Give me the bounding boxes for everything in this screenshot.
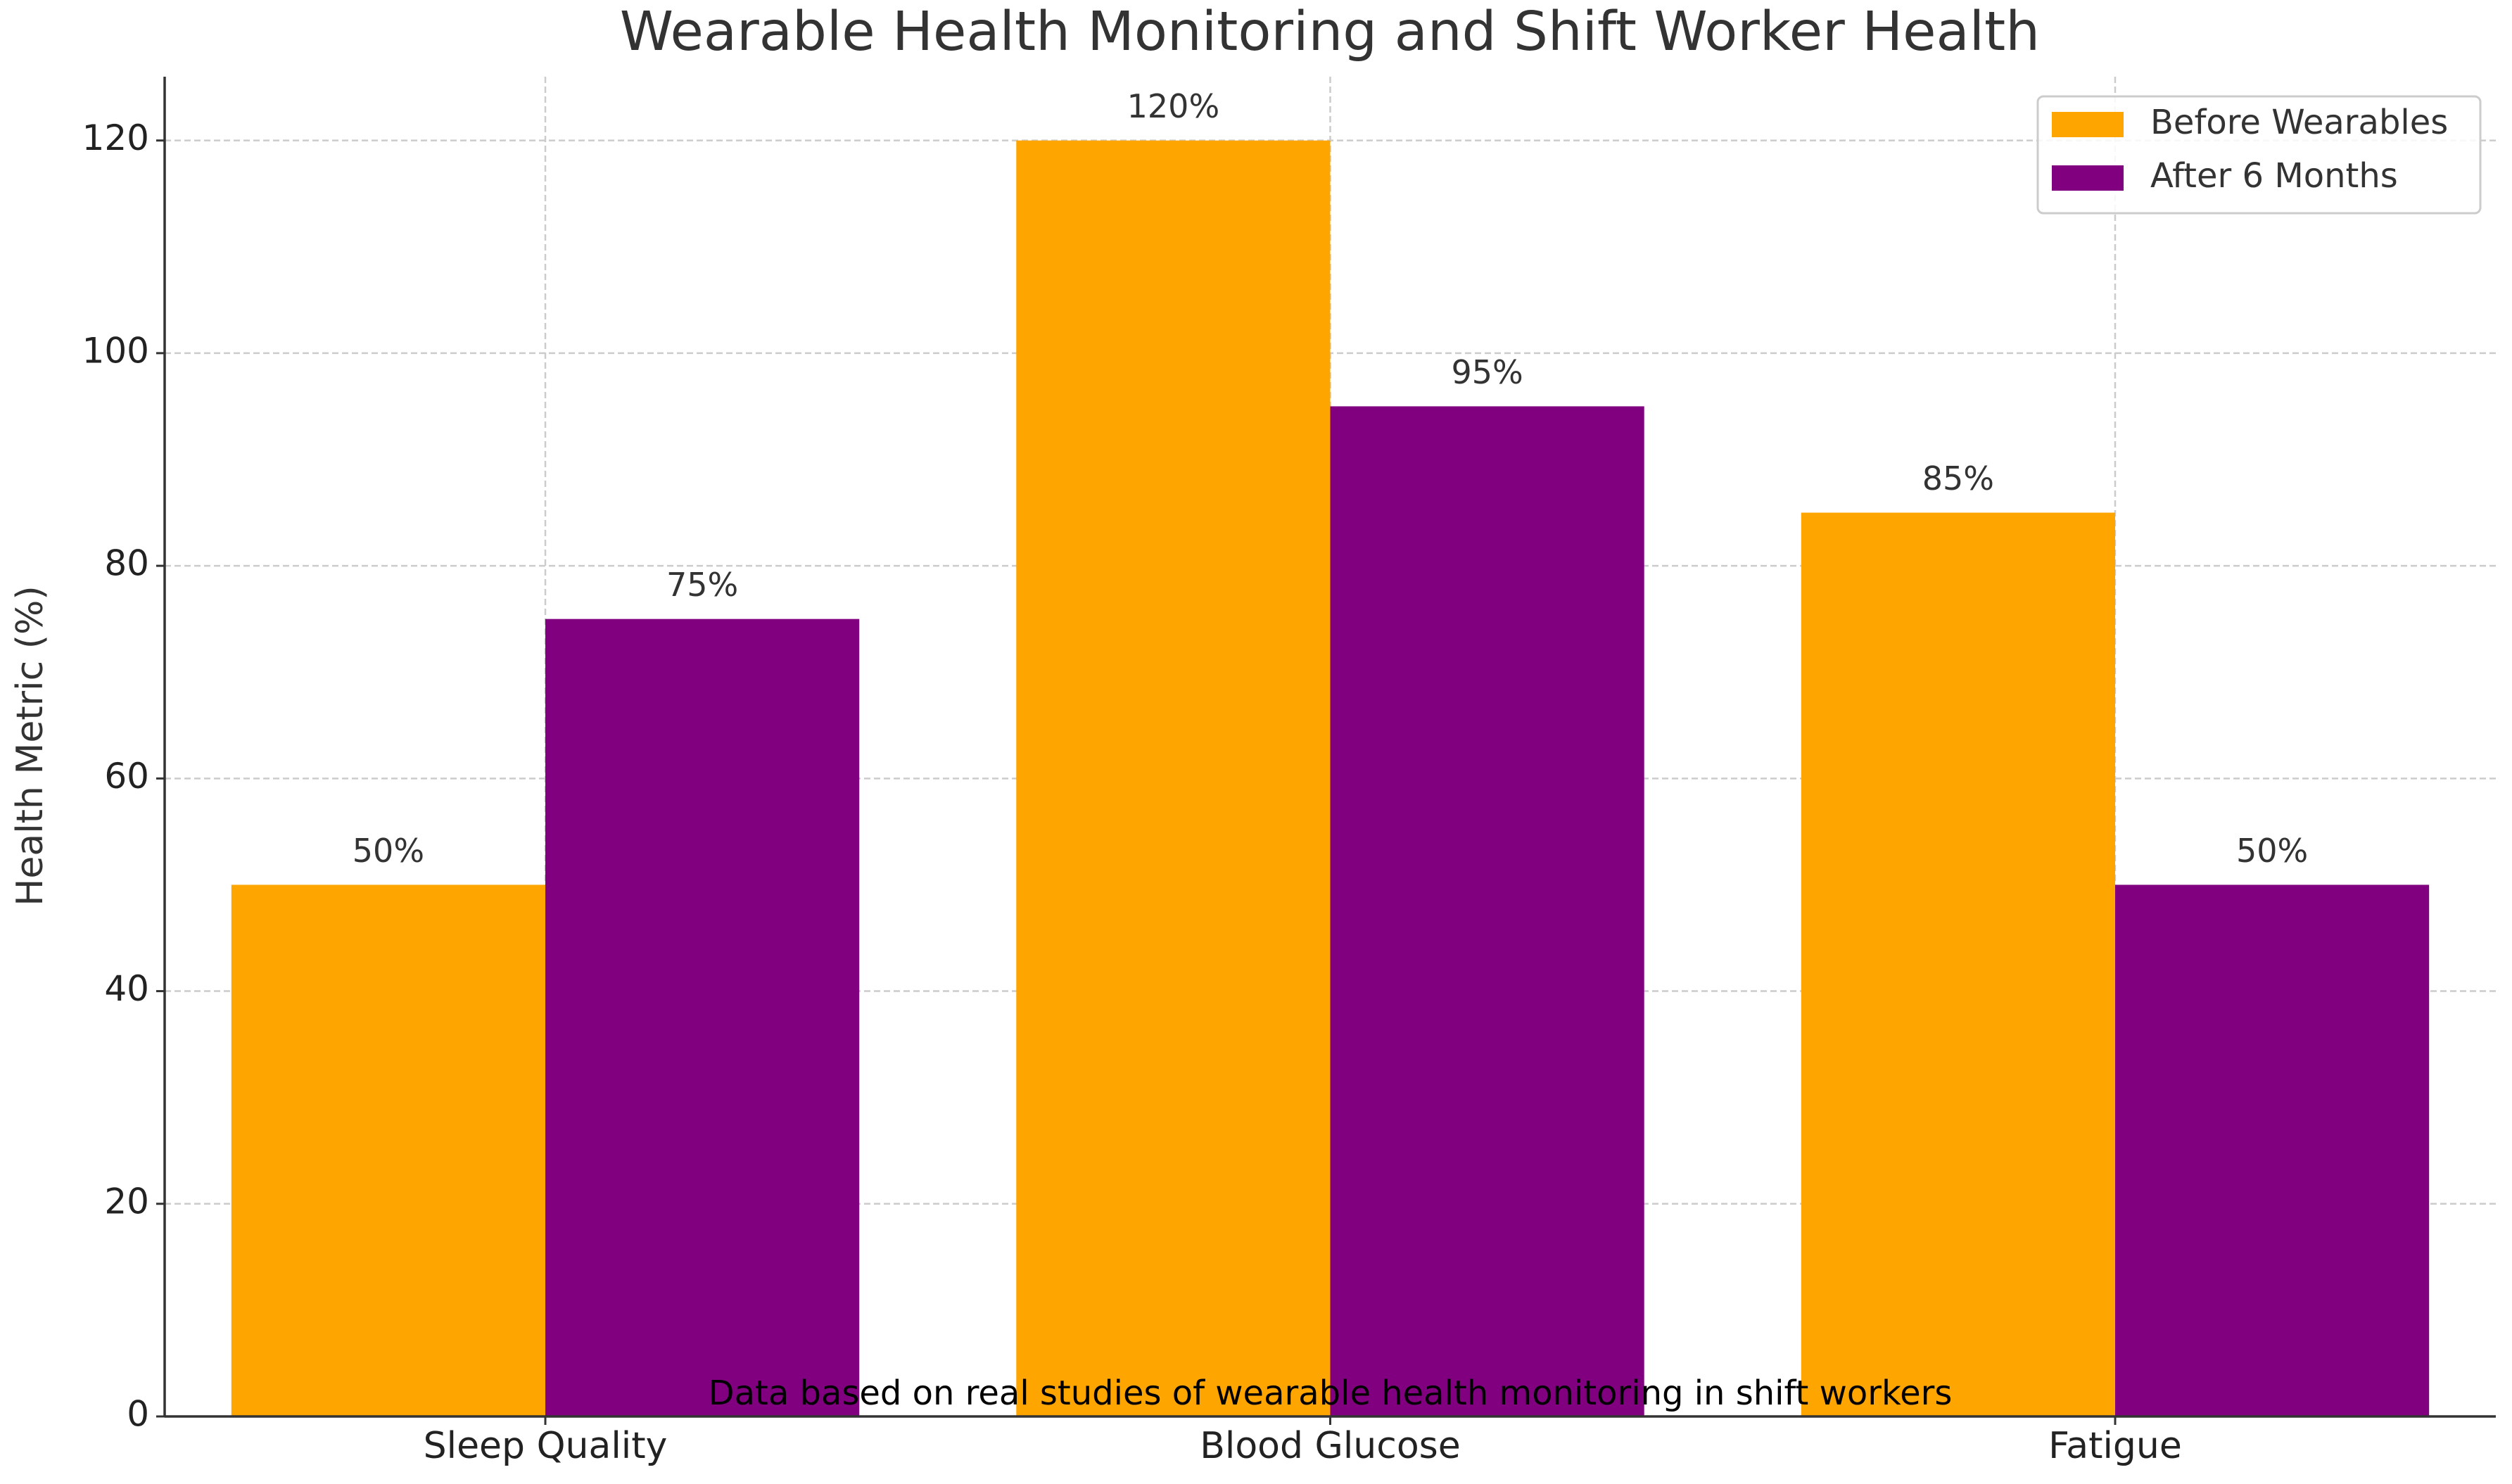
y-tick-label: 120 bbox=[82, 118, 149, 158]
legend-label: After 6 Months bbox=[2150, 156, 2398, 196]
annotation: Data based on real studies of wearable h… bbox=[709, 1374, 1953, 1413]
bar bbox=[1016, 140, 1331, 1417]
legend-label: Before Wearables bbox=[2150, 103, 2448, 142]
chart-title: Wearable Health Monitoring and Shift Wor… bbox=[620, 1, 2040, 63]
y-tick-label: 40 bbox=[104, 968, 149, 1009]
y-tick-label: 20 bbox=[104, 1181, 149, 1222]
x-tick-label: Fatigue bbox=[2048, 1425, 2182, 1467]
y-tick-label: 60 bbox=[104, 756, 149, 797]
value-label: 95% bbox=[1451, 353, 1523, 391]
bar bbox=[545, 619, 860, 1416]
legend-box bbox=[2036, 95, 2482, 215]
legend-swatch bbox=[2052, 165, 2124, 191]
x-tick-label: Sleep Quality bbox=[424, 1425, 668, 1467]
bar bbox=[231, 884, 546, 1416]
legend-swatch bbox=[2052, 112, 2124, 137]
bar bbox=[2114, 884, 2430, 1416]
y-tick-label: 100 bbox=[82, 330, 149, 371]
x-tick-label: Blood Glucose bbox=[1200, 1425, 1460, 1467]
value-label: 85% bbox=[1922, 459, 1994, 497]
value-label: 50% bbox=[2236, 832, 2308, 870]
value-label: 75% bbox=[666, 566, 738, 604]
y-tick-label: 0 bbox=[127, 1394, 149, 1435]
value-label: 50% bbox=[353, 832, 424, 870]
bar bbox=[1330, 406, 1644, 1416]
bar bbox=[1801, 512, 2115, 1416]
y-axis-label: Health Metric (%) bbox=[9, 585, 51, 906]
y-tick-label: 80 bbox=[104, 543, 149, 584]
value-label: 120% bbox=[1127, 87, 1220, 125]
